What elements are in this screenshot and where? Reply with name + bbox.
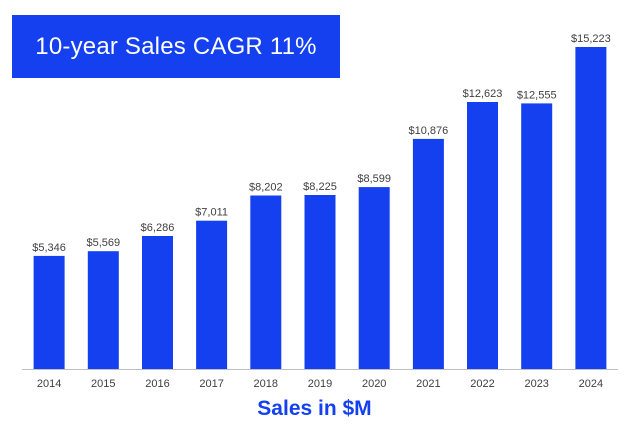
- x-tick-2016: 2016: [145, 378, 169, 390]
- bar-2021: [412, 138, 444, 369]
- data-label-2015: $5,569: [86, 237, 120, 249]
- x-tick-2018: 2018: [254, 378, 278, 390]
- data-labels-layer: $5,346 $5,569 $6,286 $7,011 $8,202 $8,225 $8,5…: [32, 33, 611, 254]
- data-label-2016: $6,286: [141, 222, 175, 234]
- bar-2022: [467, 102, 498, 369]
- bar-2015: [87, 251, 119, 369]
- chart-title-box: 10-year Sales CAGR 11%: [12, 15, 340, 78]
- data-label-2023: $12,555: [517, 89, 557, 101]
- x-tick-2021: 2021: [416, 378, 440, 390]
- data-label-2020: $8,599: [357, 173, 391, 185]
- data-label-2024: $15,223: [571, 33, 611, 45]
- data-label-2022: $12,623: [463, 88, 503, 100]
- x-tick-2024: 2024: [579, 378, 603, 390]
- data-label-2014: $5,346: [32, 242, 66, 254]
- x-tick-2023: 2023: [524, 378, 548, 390]
- bar-2019: [304, 195, 336, 369]
- data-label-2019: $8,225: [303, 181, 337, 193]
- x-tick-2019: 2019: [308, 378, 332, 390]
- data-label-2017: $7,011: [195, 207, 228, 219]
- x-tick-2022: 2022: [470, 378, 494, 390]
- data-label-2018: $8,202: [249, 182, 283, 194]
- bar-2023: [521, 103, 553, 370]
- bars-layer: [33, 47, 607, 370]
- data-label-2021: $10,876: [409, 125, 449, 137]
- x-tick-2017: 2017: [199, 378, 223, 390]
- bar-2024: [575, 47, 607, 369]
- x-tick-2014: 2014: [37, 378, 61, 390]
- bar-2018: [250, 195, 282, 369]
- bar-2017: [196, 220, 228, 369]
- bar-2020: [358, 187, 390, 369]
- chart-title: 10-year Sales CAGR 11%: [35, 32, 317, 60]
- x-tick-2015: 2015: [91, 378, 115, 390]
- x-tick-labels-layer: 2014 2015 2016 2017 2018 2019 2020 2021 2022 2023…: [37, 378, 603, 390]
- bar-2016: [142, 236, 173, 369]
- x-axis-title: Sales in $M: [257, 397, 372, 420]
- bar-2014: [33, 255, 65, 369]
- x-tick-2020: 2020: [362, 378, 386, 390]
